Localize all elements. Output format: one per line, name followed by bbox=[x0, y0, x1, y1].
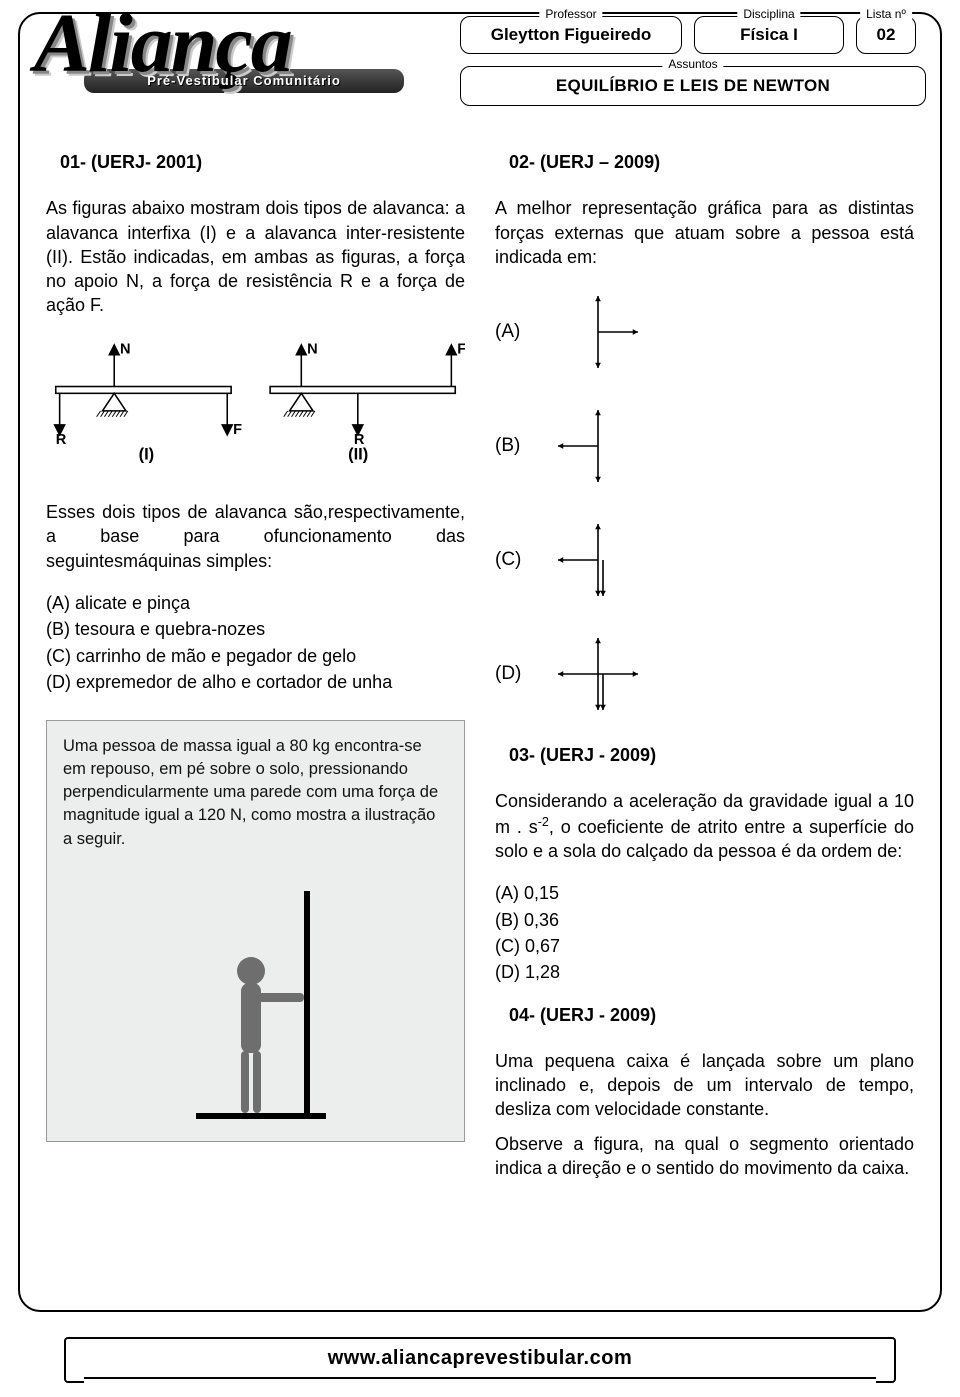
svg-text:N: N bbox=[120, 341, 131, 357]
q3-opt-b: (B) 0,36 bbox=[495, 908, 914, 932]
q1-mid: Esses dois tipos de alavanca são,respect… bbox=[46, 500, 465, 573]
footer-url: www.aliancaprevestibular.com bbox=[328, 1347, 633, 1370]
q1-opt-b: (B) tesoura e quebra-nozes bbox=[46, 617, 465, 641]
q2-opt-d: (D) bbox=[495, 629, 914, 719]
q1-options: (A) alicate e pinça (B) tesoura e quebra… bbox=[46, 591, 465, 694]
professor-box: Professor Gleytton Figueiredo bbox=[460, 16, 682, 54]
q3-options: (A) 0,15 (B) 0,36 (C) 0,67 (D) 1,28 bbox=[495, 881, 914, 984]
assuntos-box: Assuntos EQUILÍBRIO E LEIS DE NEWTON bbox=[460, 66, 926, 106]
q1-intro: As figuras abaixo mostram dois tipos de … bbox=[46, 196, 465, 317]
disciplina-label: Disciplina bbox=[737, 7, 800, 21]
q4-p1: Uma pequena caixa é lançada sobre um pla… bbox=[495, 1049, 914, 1122]
svg-text:(I): (I) bbox=[139, 444, 155, 463]
logo: Aliança Pré-Vestibular Comunitário bbox=[34, 8, 454, 118]
q2-opt-tag: (A) bbox=[495, 319, 525, 345]
q2-opt-b: (B) bbox=[495, 401, 914, 491]
q3-opt-a: (A) 0,15 bbox=[495, 881, 914, 905]
q3-sup: -2 bbox=[538, 815, 549, 829]
q3-text: Considerando a aceleração da gravidade i… bbox=[495, 789, 914, 863]
disciplina-box: Disciplina Física I bbox=[694, 16, 844, 54]
q2-opt-tag: (D) bbox=[495, 661, 525, 687]
footer: www.aliancaprevestibular.com bbox=[80, 1337, 880, 1379]
logo-subtitle: Pré-Vestibular Comunitário bbox=[147, 73, 341, 88]
right-column: 02- (UERJ – 2009) A melhor representação… bbox=[495, 144, 914, 1290]
q2-title: 02- (UERJ – 2009) bbox=[509, 150, 914, 174]
body-columns: 01- (UERJ- 2001) As figuras abaixo mostr… bbox=[46, 144, 914, 1290]
professor-value: Gleytton Figueiredo bbox=[460, 16, 682, 54]
q2-options: (A) (B) (C) (D) bbox=[495, 287, 914, 719]
page-frame: Aliança Pré-Vestibular Comunitário Profe… bbox=[18, 12, 942, 1312]
q1-opt-a: (A) alicate e pinça bbox=[46, 591, 465, 615]
q4-p2: Observe a figura, na qual o segmento ori… bbox=[495, 1132, 914, 1181]
person-wall-caption: Uma pessoa de massa igual a 80 kg encont… bbox=[63, 735, 448, 850]
q2-intro: A melhor representação gráfica para as d… bbox=[495, 196, 914, 269]
person-wall-diagram bbox=[126, 861, 386, 1131]
person-wall-box: Uma pessoa de massa igual a 80 kg encont… bbox=[46, 720, 465, 1141]
svg-text:F: F bbox=[457, 341, 465, 357]
header: Aliança Pré-Vestibular Comunitário Profe… bbox=[20, 14, 940, 126]
lever-diagram: NRF NRF (I)(II) bbox=[46, 336, 465, 476]
q3-opt-c: (C) 0,67 bbox=[495, 934, 914, 958]
left-column: 01- (UERJ- 2001) As figuras abaixo mostr… bbox=[46, 144, 465, 1290]
q2-opt-a: (A) bbox=[495, 287, 914, 377]
force-arrows-icon bbox=[543, 287, 653, 377]
q4-title: 04- (UERJ - 2009) bbox=[509, 1003, 914, 1027]
svg-text:(II): (II) bbox=[348, 444, 368, 463]
q2-opt-tag: (B) bbox=[495, 433, 525, 459]
assuntos-label: Assuntos bbox=[662, 57, 723, 71]
disciplina-value: Física I bbox=[694, 16, 844, 54]
lista-label: Lista nº bbox=[860, 7, 912, 21]
q3-text-after: , o coeficiente de atrito entre a superf… bbox=[495, 817, 914, 861]
q1-opt-d: (D) expremedor de alho e cortador de unh… bbox=[46, 670, 465, 694]
q2-opt-tag: (C) bbox=[495, 547, 525, 573]
q2-opt-c: (C) bbox=[495, 515, 914, 605]
svg-text:R: R bbox=[56, 432, 67, 448]
svg-text:F: F bbox=[233, 422, 242, 438]
assuntos-value: EQUILÍBRIO E LEIS DE NEWTON bbox=[460, 66, 926, 106]
lista-box: Lista nº 02 bbox=[856, 16, 916, 54]
svg-text:N: N bbox=[307, 341, 318, 357]
force-arrows-icon bbox=[543, 629, 653, 719]
q3-title: 03- (UERJ - 2009) bbox=[509, 743, 914, 767]
q1-title: 01- (UERJ- 2001) bbox=[60, 150, 465, 174]
lista-value: 02 bbox=[856, 16, 916, 54]
professor-label: Professor bbox=[539, 7, 602, 21]
q3-opt-d: (D) 1,28 bbox=[495, 960, 914, 984]
q1-opt-c: (C) carrinho de mão e pegador de gelo bbox=[46, 644, 465, 668]
force-arrows-icon bbox=[543, 515, 653, 605]
force-arrows-icon bbox=[543, 401, 653, 491]
